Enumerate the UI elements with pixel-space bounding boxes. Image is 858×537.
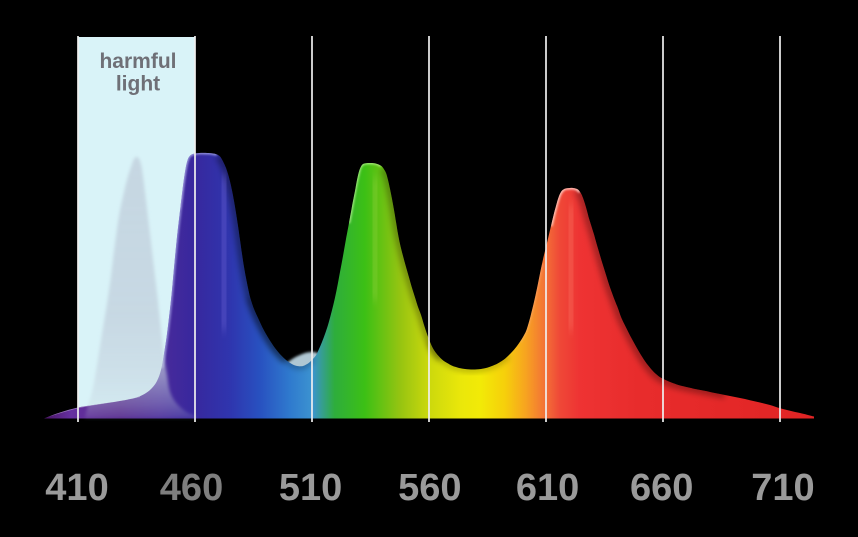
svg-text:610: 610 (516, 467, 579, 509)
svg-text:560: 560 (398, 467, 461, 509)
svg-text:710: 710 (751, 467, 814, 509)
svg-text:460: 460 (160, 467, 223, 509)
svg-text:510: 510 (279, 467, 342, 509)
svg-text:light: light (116, 73, 160, 96)
svg-text:harmful: harmful (99, 50, 176, 73)
svg-text:660: 660 (630, 467, 693, 509)
svg-text:410: 410 (45, 467, 108, 509)
